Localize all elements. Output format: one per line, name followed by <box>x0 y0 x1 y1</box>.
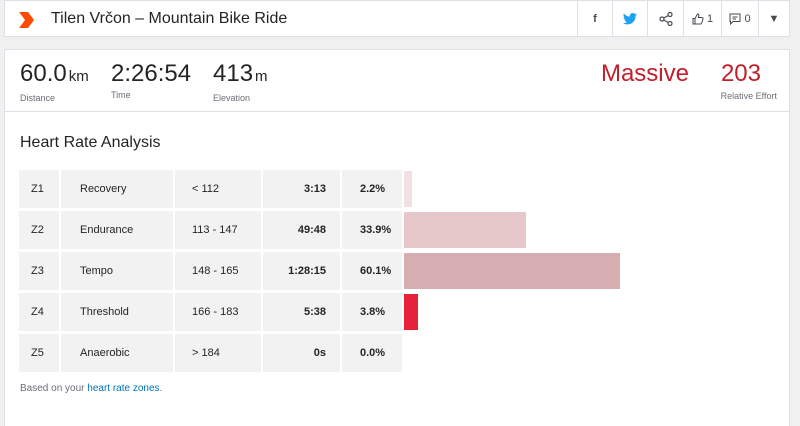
zone-range: 148 - 165 <box>175 252 261 290</box>
zone-percent: 3.8% <box>342 293 402 331</box>
zone-name: Threshold <box>61 293 173 331</box>
zone-row: Z2 Endurance 113 - 147 49:48 33.9% <box>19 211 619 249</box>
stats-row: 60.0 km Distance 2:26:54 Time 413 m Elevat… <box>5 50 789 112</box>
zone-range: > 184 <box>175 334 261 372</box>
relative-effort-rating: Massive <box>600 60 689 87</box>
kudos-count: 1 <box>706 12 714 25</box>
stat-time: 2:26:54 Time <box>111 60 192 101</box>
zone-time: 1:28:15 <box>263 252 340 290</box>
zone-row: Z1 Recovery < 112 3:13 2.2% <box>19 170 619 208</box>
footnote: Based on your heart rate zones. <box>20 383 162 394</box>
relative-effort-value[interactable]: 203 <box>720 60 761 87</box>
twitter-icon <box>623 12 637 24</box>
zone-percent: 60.1% <box>342 252 402 290</box>
zone-name: Endurance <box>61 211 173 249</box>
zone-row: Z4 Threshold 166 - 183 5:38 3.8% <box>19 293 619 331</box>
zone-id: Z4 <box>19 293 59 331</box>
kudos-button[interactable]: 1 <box>683 1 721 36</box>
zone-range: < 112 <box>175 170 261 208</box>
chevron-down-icon: ▼ <box>768 12 780 25</box>
zone-time: 3:13 <box>263 170 340 208</box>
share-bar: f 1 0 <box>577 1 789 36</box>
footnote-prefix: Based on your <box>20 383 88 394</box>
facebook-share-button[interactable]: f <box>577 1 612 36</box>
zone-time: 5:38 <box>263 293 340 331</box>
zone-percent: 0.0% <box>342 334 402 372</box>
thumbs-up-icon <box>692 12 704 24</box>
facebook-icon: f <box>593 12 597 25</box>
zone-range: 113 - 147 <box>175 211 261 249</box>
zone-percent: 33.9% <box>342 211 402 249</box>
elevation-label: Elevation <box>213 93 251 103</box>
share-icon <box>658 11 673 26</box>
footnote-suffix: . <box>159 383 163 394</box>
distance-unit: km <box>68 68 89 85</box>
heart-rate-zones-link[interactable]: heart rate zones <box>87 383 160 394</box>
zone-range: 166 - 183 <box>175 293 261 331</box>
zone-bar <box>404 212 526 248</box>
comment-icon <box>729 13 741 25</box>
zone-time: 0s <box>263 334 340 372</box>
section-title: Heart Rate Analysis <box>20 134 161 151</box>
more-button[interactable]: ▼ <box>758 1 789 36</box>
zone-percent: 2.2% <box>342 170 402 208</box>
stat-distance: 60.0 km Distance <box>20 60 89 104</box>
chevron-logo-icon <box>19 12 34 28</box>
zone-bar <box>404 171 412 207</box>
zone-row: Z3 Tempo 148 - 165 1:28:15 60.1% <box>19 252 620 290</box>
elevation-unit: m <box>255 68 268 85</box>
stat-elevation: 413 m Elevation <box>213 60 268 104</box>
zone-name: Recovery <box>61 170 173 208</box>
activity-header: Tilen Vrčon – Mountain Bike Ride f 1 <box>4 0 790 37</box>
zone-time: 49:48 <box>263 211 340 249</box>
zone-id: Z5 <box>19 334 59 372</box>
elevation-value: 413 <box>213 60 254 87</box>
zone-name: Tempo <box>61 252 173 290</box>
twitter-share-button[interactable] <box>612 1 647 36</box>
comments-count: 0 <box>744 12 751 25</box>
relative-effort-label: Relative Effort <box>720 91 777 101</box>
zone-id: Z3 <box>19 252 59 290</box>
zone-id: Z2 <box>19 211 59 249</box>
zone-row: Z5 Anaerobic > 184 0s 0.0% <box>19 334 619 372</box>
zone-bar <box>404 294 418 330</box>
distance-label: Distance <box>20 93 56 103</box>
time-label: Time <box>111 90 131 100</box>
distance-value: 60.0 <box>20 60 67 87</box>
activity-panel: 60.0 km Distance 2:26:54 Time 413 m Elevat… <box>4 49 790 426</box>
activity-title: Tilen Vrčon – Mountain Bike Ride <box>51 10 288 27</box>
zone-id: Z1 <box>19 170 59 208</box>
zone-bar <box>404 253 620 289</box>
comments-button[interactable]: 0 <box>721 1 758 36</box>
time-value: 2:26:54 <box>111 60 192 87</box>
share-button[interactable] <box>647 1 683 36</box>
zone-name: Anaerobic <box>61 334 173 372</box>
